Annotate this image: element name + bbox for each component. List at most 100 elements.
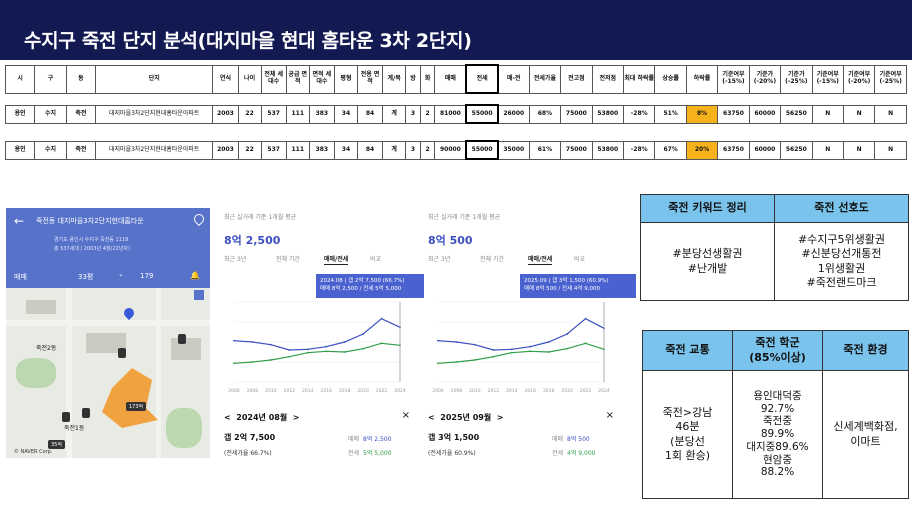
tab-all-period[interactable]: 전체 기간 (276, 256, 300, 263)
gap-value: 갭 3억 1,500 (428, 433, 480, 442)
area-select[interactable]: 33평 (78, 273, 94, 281)
tab-recent-3y[interactable]: 최근 3년 (224, 256, 247, 263)
tab-trade-jeonse[interactable]: 매매/전세 (324, 256, 349, 265)
table-cell: 34 (333, 140, 358, 160)
column-header: 기준여부 (-15%) (717, 64, 750, 94)
school-header: 죽전 학군 (85%이상) (732, 330, 823, 371)
x-tick-label: 2016 (320, 388, 332, 394)
price-chart-panel: 최근 실거래 기준 1개월 평균 8억 2,500 최근 3년 전체 기간 매매… (220, 208, 432, 466)
table-cell: 75000 (560, 104, 593, 124)
selected-date[interactable]: < 2025년 09월 > (428, 413, 504, 422)
price-line-chart[interactable]: 2006 2008 2010 2012 2014 2016 2018 2020 2022 2024 (220, 296, 416, 404)
map-location-pin-icon[interactable] (121, 305, 137, 321)
legend-trade-value: 8억 2,500 (363, 436, 392, 443)
location-pin-icon[interactable] (191, 211, 207, 227)
map-marker-icon[interactable] (82, 408, 90, 418)
data-point (380, 317, 383, 320)
map-road (66, 288, 72, 458)
table-cell: 2003 (212, 104, 239, 124)
map-marker-icon[interactable] (178, 334, 186, 344)
column-header: 화 (419, 64, 436, 94)
gap-value: 갭 2억 7,500 (224, 433, 276, 442)
data-point (455, 361, 458, 363)
map-price-tag[interactable]: 35억 (48, 440, 65, 449)
map-title: 죽전동 대지마을3차2단지현대홈타운 (36, 217, 144, 225)
table-cell: 2 (419, 104, 436, 124)
tooltip-line: 매매 8억 500 / 전세 4억 9,000 (524, 286, 600, 293)
column-header: 최대 하락률 (622, 64, 656, 94)
table-cell: 35000 (497, 140, 530, 160)
column-header: 매매 (434, 64, 467, 94)
tooltip-line: 2025.09 | 갭 3억 1,500 (60.9%) (524, 278, 609, 284)
jeonse-ratio: (전세가율 66.7%) (224, 450, 272, 457)
data-point (362, 333, 365, 335)
tab-compare[interactable]: 비교 (370, 256, 382, 263)
tab-trade-jeonse[interactable]: 매매/전세 (528, 256, 553, 265)
column-header: 전세가율 (528, 64, 562, 94)
school-cell: 용인대덕중 92.7% 죽전중 89.9% 대지중89.6% 현암중 88.2% (732, 370, 823, 499)
data-point (492, 349, 495, 351)
tab-all-period[interactable]: 전체 기간 (480, 256, 504, 263)
column-header: 전저점 (591, 64, 625, 94)
table-cell: 68% (528, 104, 562, 124)
x-tick-label: 2020 (561, 388, 573, 394)
table-cell: 2 (419, 140, 436, 160)
data-point (510, 348, 513, 351)
page-title: 수지구 죽전 단지 분석(대지마을 현대 홈타운 3차 2단지) (24, 30, 472, 52)
tab-recent-3y[interactable]: 최근 3년 (428, 256, 451, 263)
back-arrow-icon[interactable]: ← (14, 214, 25, 228)
data-point (306, 348, 309, 351)
tooltip-line: 2024.08 | 갭 2억 7,500 (66.7%) (320, 278, 405, 284)
complex-name-cell: 대지마을3차2단지현대홈타운아파트 (95, 104, 214, 124)
column-header: 기준여부 (-25%) (874, 64, 907, 94)
chevron-down-icon[interactable]: ⌄ (118, 270, 124, 278)
close-icon[interactable]: × (605, 410, 614, 421)
x-tick-label: 2022 (376, 388, 388, 394)
transport-school-table: 죽전 교통 죽전 학군 (85%이상) 죽전 환경 죽전>강남 46분 (분당선… (642, 330, 909, 499)
x-tick-label: 2006 (432, 388, 444, 394)
x-tick-label: 2010 (265, 388, 277, 394)
legend-trade: 매매 8억 2,500 (348, 434, 391, 443)
table-cell: 51% (654, 104, 687, 124)
table-row-1: 용인 수지 죽전 대지마을3차2단지현대홈타운아파트 2003 22 537 111 383 34… (4, 104, 907, 124)
column-header: 면적 세대수 (308, 64, 335, 94)
table-cell: N (811, 104, 844, 124)
column-header: 평형 (333, 64, 358, 94)
data-point (566, 347, 569, 350)
table-cell: 90000 (434, 140, 467, 160)
complex-name-cell: 대지마을3차2단지현대홈타운아파트 (95, 140, 214, 160)
map-price-tag[interactable]: 173억 (126, 402, 147, 411)
tab-compare[interactable]: 비교 (574, 256, 586, 263)
table-cell: 84 (356, 104, 384, 124)
x-tick-label: 2018 (543, 388, 555, 394)
legend-jeonse-value: 4억 9,000 (567, 450, 596, 457)
column-header: 하락률 (685, 64, 719, 94)
map-marker-icon[interactable] (118, 348, 126, 358)
x-tick-label: 2022 (580, 388, 592, 394)
table-row: 용인 수지 죽전 대지마을3차2단지현대홈타운아파트 2003 22 537 111 383 34… (4, 140, 907, 160)
column-header: 기준여부 (-15%) (811, 64, 844, 94)
table-cell: 수지 (34, 104, 67, 124)
comment-count[interactable]: 179 (140, 272, 154, 280)
column-header: 전고점 (560, 64, 593, 94)
price-chart-panel: 최근 실거래 기준 1개월 평균 8억 500 최근 3년 전체 기간 매매/전… (424, 208, 636, 466)
tab-trade[interactable]: 매매 (14, 273, 27, 281)
table-cell: 383 (308, 140, 335, 160)
bell-icon[interactable]: 🔔 (190, 271, 200, 280)
chart-price: 8억 2,500 (224, 234, 281, 247)
map-park (166, 408, 202, 448)
map-panel[interactable]: 죽전2동 죽전1동 173억 35억 © NAVER Corp. ← 죽전동 대… (6, 208, 210, 458)
expand-icon[interactable] (194, 290, 204, 300)
data-point (325, 350, 328, 353)
selected-date[interactable]: < 2024년 08월 > (224, 413, 300, 422)
series-line-trade (233, 317, 401, 351)
map-marker-icon[interactable] (62, 412, 70, 422)
data-point (455, 341, 458, 343)
x-tick-label: 2008 (451, 388, 463, 394)
legend-jeonse-label: 전세 (348, 450, 360, 457)
x-tick-label: 2014 (506, 388, 518, 394)
close-icon[interactable]: × (401, 410, 410, 421)
table-cell: N (811, 140, 844, 160)
x-tick-label: 2024 (394, 388, 406, 394)
price-line-chart[interactable]: 2006 2008 2010 2012 2014 2016 2018 2020 2022 2024 (424, 296, 620, 404)
